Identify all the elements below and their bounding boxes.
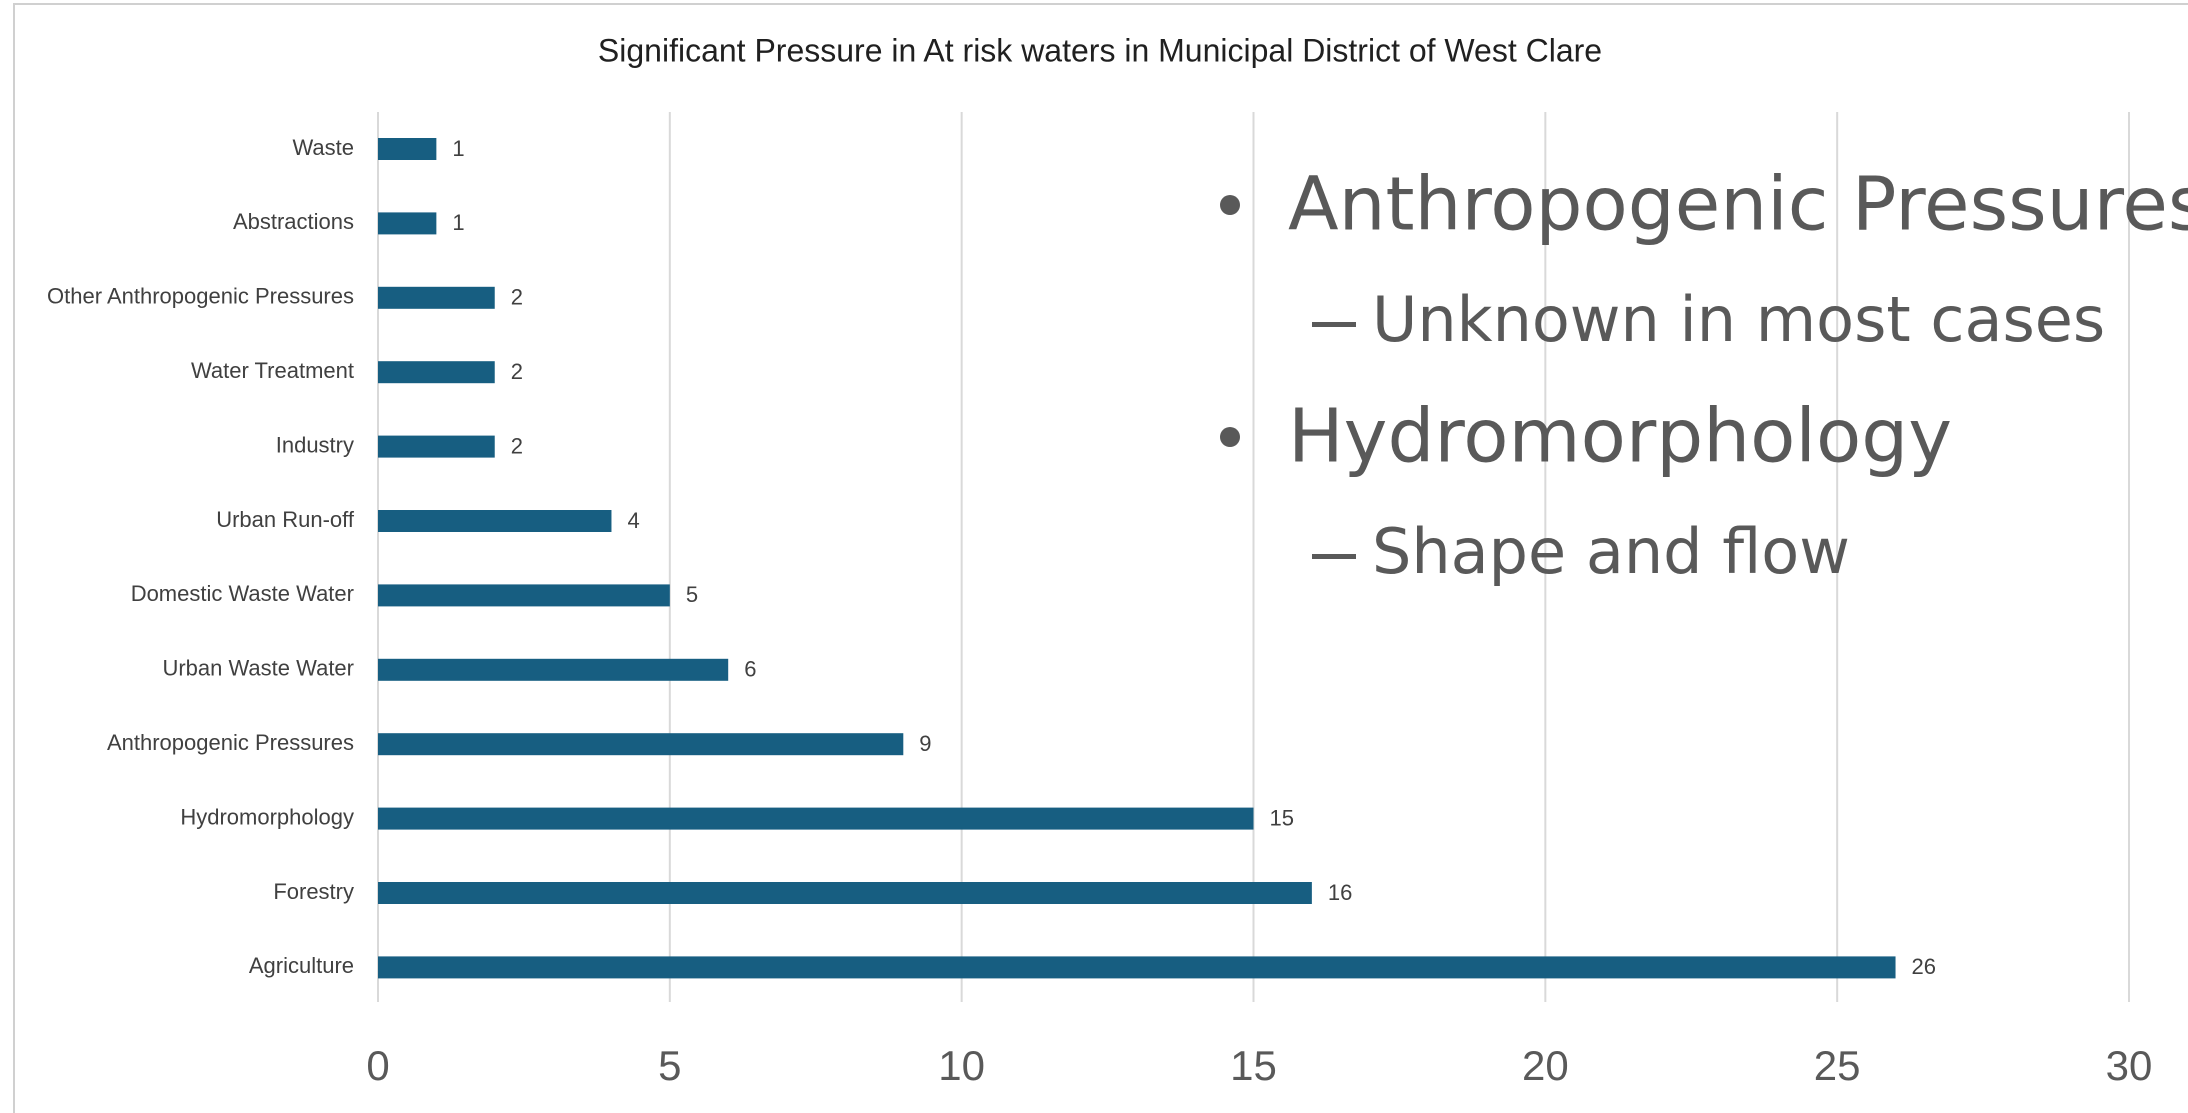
value-label: 9 [919,731,931,756]
bar [378,361,495,384]
x-tick-label: 10 [938,1042,985,1089]
chart-title: Significant Pressure in At risk waters i… [598,32,1602,68]
sub-bullet-text: Unknown in most cases [1372,283,2105,356]
y-tick-label: Industry [276,432,354,457]
sub-bullet-text: Shape and flow [1372,515,1850,588]
y-tick-label: Forestry [273,879,354,904]
y-tick-label: Agriculture [249,953,354,978]
y-tick-label: Urban Waste Water [162,656,354,681]
bar [378,510,612,532]
bar [378,882,1312,904]
bullet-text: Hydromorphology [1288,394,1952,480]
y-tick-label: Hydromorphology [180,804,354,829]
value-label: 16 [1328,880,1352,905]
bar [378,212,437,235]
bar [378,138,437,160]
bullet-text: Anthropogenic Pressures [1288,162,2188,248]
y-tick-label: Urban Run-off [216,507,355,532]
y-tick-label: Water Treatment [191,358,354,383]
y-tick-label: Waste [292,135,354,160]
value-label: 26 [1912,954,1936,979]
value-label: 4 [627,508,639,533]
value-label: 1 [452,136,464,161]
bar [378,584,670,607]
x-tick-label: 5 [658,1042,681,1089]
y-tick-label: Other Anthropogenic Pressures [47,284,354,309]
value-label: 2 [511,285,523,310]
value-label: 6 [744,657,756,682]
bar [378,807,1254,830]
value-label: 1 [452,210,464,235]
x-tick-label: 20 [1522,1042,1569,1089]
value-label: 2 [511,433,523,458]
value-label: 15 [1270,805,1294,830]
bar [378,733,904,756]
chart-frame [13,3,2188,1113]
x-tick-label: 0 [366,1042,389,1089]
value-label: 2 [511,359,523,384]
x-tick-label: 15 [1230,1042,1277,1089]
y-tick-label: Anthropogenic Pressures [107,730,354,755]
x-tick-label: 30 [2106,1042,2153,1089]
bar [378,286,495,309]
y-tick-label: Abstractions [233,209,354,234]
bullet-dot [1220,427,1240,447]
sub-dash [1312,554,1356,559]
y-tick-label: Domestic Waste Water [131,581,354,606]
bullet-dot [1220,195,1240,215]
bar [378,435,495,458]
bar [378,658,729,681]
x-tick-label: 25 [1814,1042,1861,1089]
sub-dash [1312,322,1356,327]
value-label: 5 [686,582,698,607]
bar [378,956,1896,979]
